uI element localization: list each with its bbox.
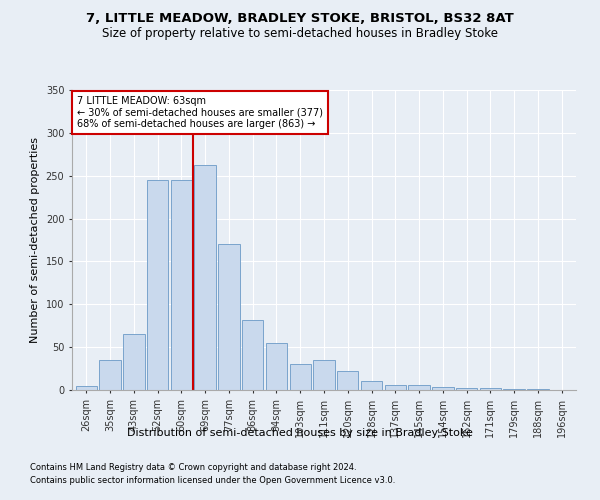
Bar — [170, 180, 192, 390]
Bar — [76, 386, 97, 390]
Bar — [385, 385, 406, 390]
Bar — [480, 388, 501, 390]
Bar — [218, 244, 239, 390]
Bar — [527, 389, 548, 390]
Bar — [147, 180, 168, 390]
Bar — [432, 388, 454, 390]
Text: Distribution of semi-detached houses by size in Bradley Stoke: Distribution of semi-detached houses by … — [127, 428, 473, 438]
Text: 7, LITTLE MEADOW, BRADLEY STOKE, BRISTOL, BS32 8AT: 7, LITTLE MEADOW, BRADLEY STOKE, BRISTOL… — [86, 12, 514, 26]
Bar — [409, 385, 430, 390]
Text: Size of property relative to semi-detached houses in Bradley Stoke: Size of property relative to semi-detach… — [102, 28, 498, 40]
Bar — [290, 364, 311, 390]
Text: Contains HM Land Registry data © Crown copyright and database right 2024.: Contains HM Land Registry data © Crown c… — [30, 464, 356, 472]
Bar — [361, 382, 382, 390]
Bar — [503, 389, 525, 390]
Bar — [194, 164, 216, 390]
Bar — [123, 334, 145, 390]
Text: Contains public sector information licensed under the Open Government Licence v3: Contains public sector information licen… — [30, 476, 395, 485]
Bar — [456, 388, 478, 390]
Bar — [337, 371, 358, 390]
Bar — [242, 320, 263, 390]
Bar — [313, 360, 335, 390]
Bar — [266, 343, 287, 390]
Text: 7 LITTLE MEADOW: 63sqm
← 30% of semi-detached houses are smaller (377)
68% of se: 7 LITTLE MEADOW: 63sqm ← 30% of semi-det… — [77, 96, 323, 129]
Y-axis label: Number of semi-detached properties: Number of semi-detached properties — [30, 137, 40, 343]
Bar — [100, 360, 121, 390]
